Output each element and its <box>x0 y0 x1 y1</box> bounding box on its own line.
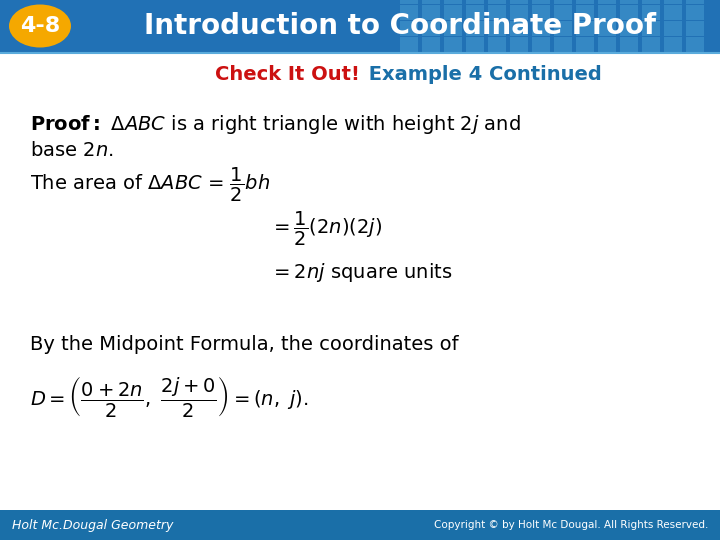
Text: Copyright © by Holt Mc Dougal. All Rights Reserved.: Copyright © by Holt Mc Dougal. All Right… <box>433 520 708 530</box>
Bar <box>510 37 528 52</box>
Bar <box>488 37 506 52</box>
Bar <box>532 21 550 36</box>
Bar <box>664 21 682 36</box>
Text: Holt Mc.Dougal Geometry: Holt Mc.Dougal Geometry <box>12 518 174 531</box>
Bar <box>620 5 638 20</box>
Ellipse shape <box>9 4 71 48</box>
Bar <box>488 21 506 36</box>
Bar <box>686 37 704 52</box>
Bar <box>642 5 660 20</box>
Bar <box>466 37 484 52</box>
Bar <box>466 21 484 36</box>
Bar <box>532 37 550 52</box>
Text: Introduction to Coordinate Proof: Introduction to Coordinate Proof <box>144 12 656 40</box>
Bar <box>598 21 616 36</box>
Bar <box>510 21 528 36</box>
Text: Example 4 Continued: Example 4 Continued <box>362 64 602 84</box>
Text: Check It Out!: Check It Out! <box>215 64 360 84</box>
Bar <box>400 37 418 52</box>
Bar <box>466 5 484 20</box>
Bar <box>444 37 462 52</box>
Text: $= \dfrac{1}{2}(2n)(2j)$: $= \dfrac{1}{2}(2n)(2j)$ <box>270 210 382 248</box>
Bar <box>620 37 638 52</box>
Text: By the Midpoint Formula, the coordinates of: By the Midpoint Formula, the coordinates… <box>30 335 459 354</box>
Text: $= 2nj$ square units: $= 2nj$ square units <box>270 261 452 285</box>
Bar <box>554 37 572 52</box>
Bar <box>422 37 440 52</box>
Text: $\bf{Proof:}$ $\Delta ABC$ is a right triangle with height $2j$ and: $\bf{Proof:}$ $\Delta ABC$ is a right tr… <box>30 113 521 137</box>
Bar <box>664 0 682 4</box>
Text: $D = \left(\dfrac{0+2n}{2},\ \dfrac{2j+0}{2}\right)= (n,\ j).$: $D = \left(\dfrac{0+2n}{2},\ \dfrac{2j+0… <box>30 375 309 420</box>
Bar <box>554 0 572 4</box>
Bar <box>598 37 616 52</box>
Bar <box>444 5 462 20</box>
Bar <box>576 21 594 36</box>
Text: 4-8: 4-8 <box>20 16 60 36</box>
Bar <box>444 0 462 4</box>
Bar <box>0 510 720 540</box>
Bar <box>400 5 418 20</box>
Bar <box>664 37 682 52</box>
Bar <box>422 21 440 36</box>
Bar <box>422 5 440 20</box>
Bar <box>620 0 638 4</box>
Bar <box>488 0 506 4</box>
Bar <box>444 21 462 36</box>
Bar <box>400 21 418 36</box>
Bar <box>400 0 418 4</box>
Bar <box>620 21 638 36</box>
Bar <box>686 5 704 20</box>
Bar <box>598 5 616 20</box>
Bar <box>576 37 594 52</box>
Bar <box>554 21 572 36</box>
Bar <box>576 5 594 20</box>
Bar <box>532 5 550 20</box>
Text: The area of $\Delta ABC$ = $\dfrac{1}{2}bh$: The area of $\Delta ABC$ = $\dfrac{1}{2}… <box>30 166 270 204</box>
Bar <box>664 5 682 20</box>
Bar <box>532 0 550 4</box>
Bar <box>642 0 660 4</box>
Bar <box>466 0 484 4</box>
Bar <box>554 5 572 20</box>
Bar <box>576 0 594 4</box>
Text: base $2n.$: base $2n.$ <box>30 141 114 160</box>
Bar <box>686 21 704 36</box>
Bar <box>642 21 660 36</box>
Bar <box>488 5 506 20</box>
Bar <box>510 5 528 20</box>
Bar <box>422 0 440 4</box>
Bar <box>642 37 660 52</box>
Bar <box>598 0 616 4</box>
Bar <box>0 0 720 52</box>
Bar <box>510 0 528 4</box>
Bar <box>686 0 704 4</box>
